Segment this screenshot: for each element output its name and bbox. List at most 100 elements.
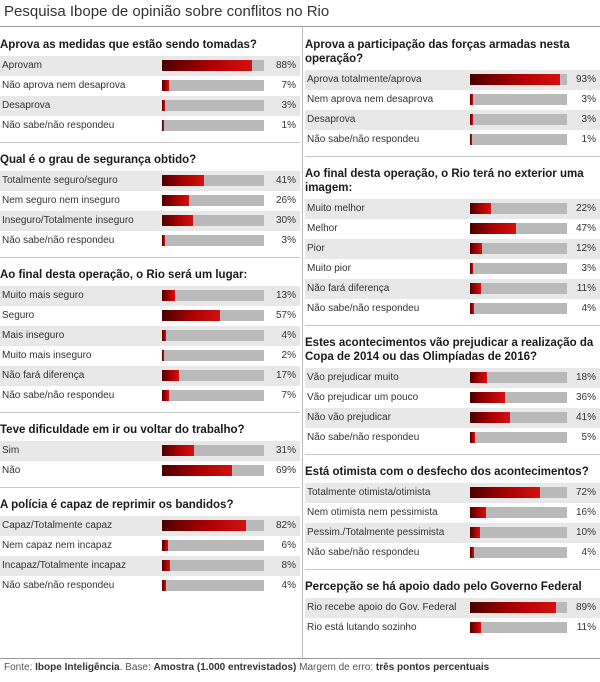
answer-row: Nem capaz nem incapaz 6% (0, 536, 300, 556)
answer-label: Não sabe/não respondeu (2, 580, 115, 591)
bar-fill (470, 203, 492, 214)
answer-row: Rio recebe apoio do Gov. Federal 89% (305, 598, 600, 618)
question-block: Ao final desta operação, o Rio terá no e… (305, 167, 600, 326)
bar-track (162, 580, 264, 591)
answer-row: Inseguro/Totalmente inseguro 30% (0, 211, 300, 231)
bar-fill (162, 580, 167, 591)
bar-track (470, 303, 567, 314)
answer-label: Melhor (307, 223, 338, 234)
left-column: Aprova as medidas que estão sendo tomada… (0, 28, 300, 596)
bar-value-label: 41% (575, 412, 596, 423)
answer-row: Vão prejudicar um pouco 36% (305, 388, 600, 408)
bar-fill (470, 622, 481, 633)
bar-track (470, 203, 567, 214)
bar-fill (162, 100, 166, 111)
question-title: Percepção se há apoio dado pelo Governo … (305, 581, 582, 593)
bar-track (162, 520, 264, 531)
answer-label: Não fará diferença (307, 283, 390, 294)
answer-row: Aprova totalmente/aprova 93% (305, 70, 600, 90)
question-title: Aprova as medidas que estão sendo tomada… (0, 39, 257, 51)
answer-label: Capaz/Totalmente capaz (2, 520, 113, 531)
bottom-divider (0, 658, 600, 659)
bar-fill (470, 372, 488, 383)
answer-row: Não sabe/não respondeu 1% (305, 130, 600, 150)
answer-row: Não sabe/não respondeu 7% (0, 386, 300, 406)
bar-fill (470, 432, 475, 443)
bar-track (470, 602, 567, 613)
bar-track (470, 263, 567, 274)
answer-label: Não sabe/não respondeu (2, 390, 115, 401)
answer-label: Rio recebe apoio do Gov. Federal (307, 602, 457, 613)
answer-label: Incapaz/Totalmente incapaz (2, 560, 126, 571)
bar-value-label: 11% (576, 283, 596, 294)
bar-value-label: 16% (575, 507, 596, 518)
bar-track (162, 195, 264, 206)
bar-fill (162, 445, 194, 456)
bar-fill (162, 560, 171, 571)
bar-value-label: 17% (275, 370, 296, 381)
base-label: . Base: (119, 662, 151, 673)
bar-track (162, 350, 264, 361)
bar-value-label: 93% (575, 74, 596, 85)
bar-track (470, 527, 567, 538)
bar-track (162, 100, 264, 111)
bar-track (470, 487, 567, 498)
bar-track (470, 243, 567, 254)
answer-row: Não sabe/não respondeu 4% (305, 543, 600, 563)
answer-label: Aprova totalmente/aprova (307, 74, 422, 85)
bar-fill (162, 390, 170, 401)
answer-row: Totalmente seguro/seguro 41% (0, 171, 300, 191)
answer-row: Muito melhor 22% (305, 199, 600, 219)
answer-label: Muito melhor (307, 203, 365, 214)
answer-label: Muito mais seguro (2, 290, 84, 301)
section-divider (305, 325, 600, 326)
base-value: Amostra (1.000 entrevistados) (153, 662, 297, 673)
question-block: A polícia é capaz de reprimir os bandido… (0, 498, 300, 596)
bar-fill (470, 547, 474, 558)
answer-row: Não sabe/não respondeu 1% (0, 116, 300, 136)
bar-track (470, 114, 567, 125)
bar-value-label: 47% (575, 223, 596, 234)
bar-fill (162, 330, 167, 341)
answer-row: Muito mais seguro 13% (0, 286, 300, 306)
bar-fill (162, 350, 165, 361)
bar-fill (470, 114, 473, 125)
bar-value-label: 7% (281, 80, 296, 91)
answer-label: Pessim./Totalmente pessimista (307, 527, 445, 538)
bar-track (470, 283, 567, 294)
bar-fill (470, 303, 474, 314)
answer-row: Não sabe/não respondeu 3% (0, 231, 300, 251)
bar-value-label: 30% (275, 215, 296, 226)
bar-fill (470, 602, 557, 613)
section-divider (0, 487, 300, 488)
bar-value-label: 36% (575, 392, 596, 403)
answer-row: Nem aprova nem desaprova 3% (305, 90, 600, 110)
answer-row: Não fará diferença 11% (305, 279, 600, 299)
bar-value-label: 72% (575, 487, 596, 498)
bar-fill (470, 487, 540, 498)
bar-track (470, 392, 567, 403)
answer-row: Vão prejudicar muito 18% (305, 368, 600, 388)
question-block: Aprova a participação das forças armadas… (305, 38, 600, 157)
bar-value-label: 3% (581, 114, 596, 125)
answer-label: Sim (2, 445, 20, 456)
question-block: Está otimista com o desfecho dos acontec… (305, 465, 600, 570)
answer-label: Vão prejudicar muito (307, 372, 399, 383)
bar-fill (162, 60, 252, 71)
bar-value-label: 8% (281, 560, 296, 571)
answer-row: Muito mais inseguro 2% (0, 346, 300, 366)
question-title: Qual é o grau de segurança obtido? (0, 154, 197, 166)
bar-value-label: 88% (275, 60, 296, 71)
source-label: Fonte: (4, 662, 33, 673)
top-divider (0, 26, 600, 27)
answer-row: Capaz/Totalmente capaz 82% (0, 516, 300, 536)
bar-fill (162, 465, 233, 476)
answer-row: Muito pior 3% (305, 259, 600, 279)
answer-label: Nem capaz nem incapaz (2, 540, 113, 551)
bar-track (162, 120, 264, 131)
answer-label: Totalmente otimista/otimista (307, 487, 431, 498)
bar-fill (162, 175, 204, 186)
section-divider (305, 569, 600, 570)
bar-track (162, 370, 264, 381)
bar-track (162, 465, 264, 476)
